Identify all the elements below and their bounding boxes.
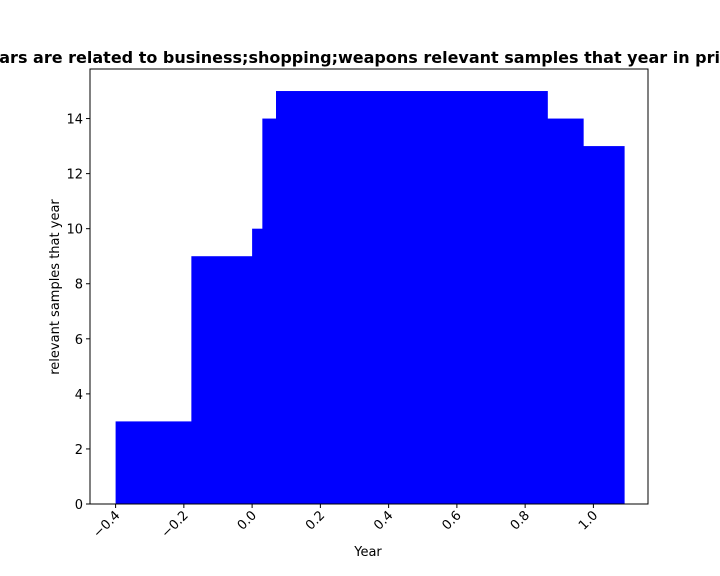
- x-tick-label: 0.2: [303, 508, 328, 533]
- y-tick-label: 0: [75, 498, 83, 513]
- x-tick-label: 1.0: [576, 508, 601, 533]
- y-axis-label: relevant samples that year: [48, 199, 63, 375]
- chart-title: Years are related to business;shopping;w…: [0, 48, 720, 67]
- x-axis-ticks: −0.4 −0.2 0.0 0.2 0.4 0.6 0.8 1.0: [90, 504, 601, 541]
- bar-6: [583, 146, 625, 504]
- y-tick-label: 6: [75, 333, 83, 348]
- y-axis-ticks: 0 2 4 6 8 10 12 14: [66, 113, 90, 513]
- bar-4: [276, 91, 548, 504]
- y-tick-label: 8: [75, 278, 83, 293]
- y-tick-label: 4: [75, 388, 83, 403]
- y-tick-label: 2: [75, 443, 83, 458]
- bar-1: [191, 256, 253, 504]
- bar-3: [262, 118, 277, 505]
- x-tick-label: −0.4: [90, 508, 123, 541]
- x-tick-label: 0.6: [439, 508, 464, 533]
- x-axis-label: Year: [353, 545, 382, 560]
- y-tick-label: 14: [66, 113, 83, 128]
- x-tick-label: 0.0: [235, 508, 260, 533]
- bar-2: [252, 228, 263, 505]
- bar-5: [547, 118, 584, 505]
- x-tick-label: −0.2: [159, 508, 192, 541]
- x-tick-label: 0.8: [508, 508, 533, 533]
- plot-frame: [89, 68, 649, 505]
- y-tick-label: 10: [66, 223, 83, 238]
- y-tick-label: 12: [66, 168, 83, 183]
- x-tick-label: 0.4: [371, 508, 396, 533]
- bar-0: [115, 421, 192, 504]
- bars-layer: [115, 91, 625, 505]
